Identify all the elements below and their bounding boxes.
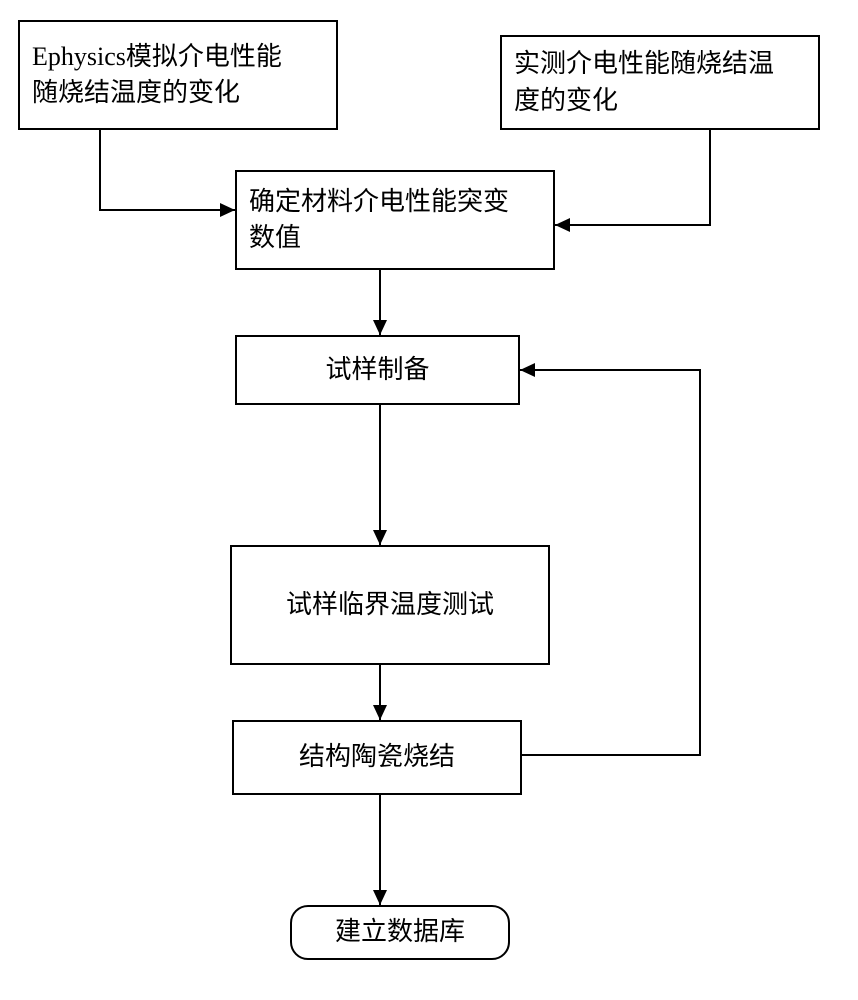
arrow-det-to-prep [373, 270, 387, 335]
box-database: 建立数据库 [290, 905, 510, 960]
arrows-layer [0, 0, 858, 1000]
arrow-crit-to-sint [373, 665, 387, 720]
box-sintering: 结构陶瓷烧结 [232, 720, 522, 795]
arrow-sint-to-db [373, 795, 387, 905]
box-crit-temp: 试样临界温度测试 [230, 545, 550, 665]
arrow-tl-to-det [100, 130, 235, 217]
box-sample-prep: 试样制备 [235, 335, 520, 405]
box-top-left: Ephysics模拟介电性能 随烧结温度的变化 [18, 20, 338, 130]
box-determine-text: 确定材料介电性能突变 数值 [249, 184, 509, 257]
box-top-left-text: Ephysics模拟介电性能 随烧结温度的变化 [32, 39, 282, 112]
arrow-prep-to-crit [373, 405, 387, 545]
arrow-tr-to-det [555, 130, 710, 232]
box-determine: 确定材料介电性能突变 数值 [235, 170, 555, 270]
box-crit-temp-text: 试样临界温度测试 [286, 587, 494, 623]
box-top-right-text: 实测介电性能随烧结温 度的变化 [514, 46, 774, 119]
box-sample-prep-text: 试样制备 [325, 352, 429, 388]
box-database-text: 建立数据库 [335, 914, 465, 950]
box-top-right: 实测介电性能随烧结温 度的变化 [500, 35, 820, 130]
box-sintering-text: 结构陶瓷烧结 [299, 739, 455, 775]
